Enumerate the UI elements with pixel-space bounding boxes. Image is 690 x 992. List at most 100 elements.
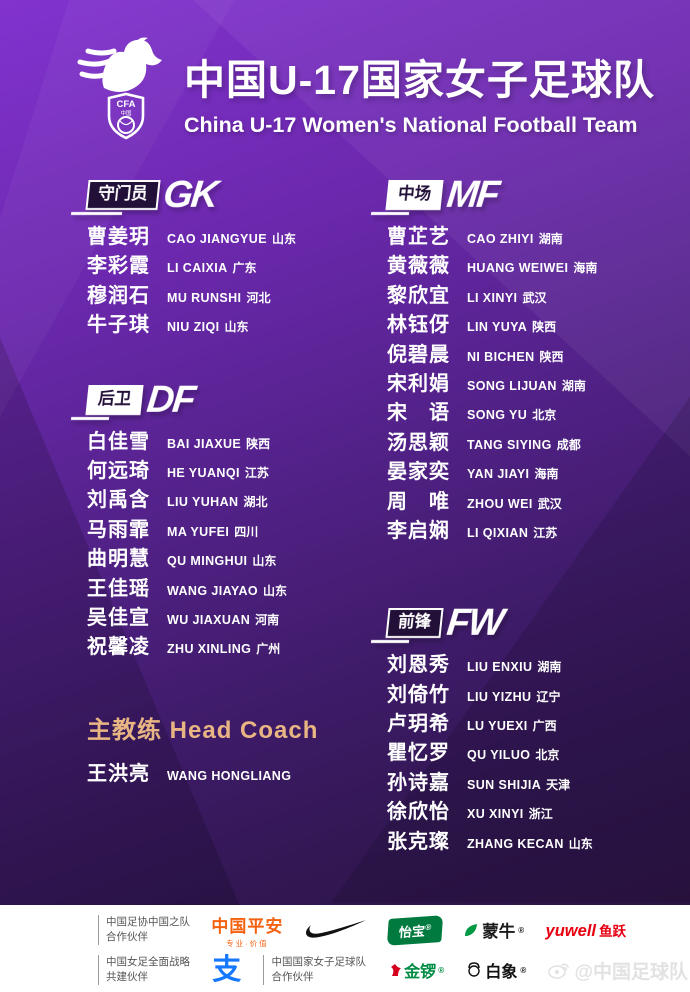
section-goalkeepers: 守门员 GK 曹姜玥 CAO JIANGYUE 山东 李彩霞 LI CAIXIA 广东 穆润… xyxy=(85,174,384,338)
player-row: 徐欣怡 XU XINYI 浙江 xyxy=(387,795,682,824)
player-list-fw: 刘恩秀 LIU ENXIU 湖南 刘倚竹 LIU YIZHU 辽宁 卢玥希 LU YUEXI 广… xyxy=(387,648,682,854)
alipay-logo: 支 xyxy=(212,953,242,986)
player-province: 浙江 xyxy=(528,807,553,822)
player-row: 穆润石 MU RUNSHI 河北 xyxy=(87,279,382,308)
player-name-cn: 孙诗嘉 xyxy=(387,771,450,794)
player-name-cn: 张克璨 xyxy=(387,830,450,853)
player-name-cn: 李启娴 xyxy=(387,519,450,542)
player-list-df: 白佳雪 BAI JIAXUE 陕西 何远琦 HE YUANQI 江苏 刘禹含 LIU YUHA… xyxy=(87,425,382,660)
player-name-cn: 黎欣宜 xyxy=(387,284,450,307)
player-row: 曲明慧 QU MINGHUI 山东 xyxy=(87,542,382,571)
player-province: 海南 xyxy=(534,467,559,482)
sponsor-footer: 中国足协中国之队 合作伙伴 中国平安 专业·价值 怡宝® 蒙牛 ® yuwell 鱼… xyxy=(0,905,690,992)
player-province: 山东 xyxy=(568,836,593,851)
player-name-cn: 周 唯 xyxy=(387,490,450,513)
player-name-pinyin: YAN JIAYI xyxy=(467,467,530,482)
coach-row: 王洪亮 WANG HONGLIANG xyxy=(87,757,382,786)
cestbon-logo-text: 怡宝 xyxy=(398,922,426,940)
shield-cn-text: 中国 xyxy=(120,109,132,117)
player-province: 山东 xyxy=(252,554,277,569)
player-name-cn: 倪碧晨 xyxy=(387,343,450,366)
cestbon-logo: 怡宝® xyxy=(386,914,444,946)
player-name-pinyin: XU XINYI xyxy=(467,807,524,822)
player-province: 陕西 xyxy=(246,436,271,451)
player-name-pinyin: TANG SIYING xyxy=(467,437,552,452)
player-name-pinyin: HE YUANQI xyxy=(167,465,240,480)
player-province: 武汉 xyxy=(522,290,547,305)
player-name-pinyin: LI CAIXIA xyxy=(167,261,228,276)
player-row: 牛子琪 NIU ZIQI 山东 xyxy=(87,308,382,337)
partner-label-national-womens-team: 中国国家女子足球队 合作伙伴 xyxy=(263,955,366,985)
player-name-cn: 汤思颖 xyxy=(387,431,450,454)
player-name-cn: 白佳雪 xyxy=(87,430,150,453)
player-row: 汤思颖 TANG SIYING 成都 xyxy=(387,426,682,455)
player-name-cn: 卢玥希 xyxy=(387,713,450,736)
player-name-pinyin: LI QIXIAN xyxy=(467,525,529,540)
player-row: 瞿忆罗 QU YILUO 北京 xyxy=(387,736,682,765)
section-forwards: 前锋 FW 刘恩秀 LIU ENXIU 湖南 刘倚竹 LIU YIZHU 辽宁 卢玥希 LU … xyxy=(385,602,682,854)
mengniu-logo-text: 蒙牛 xyxy=(482,923,516,941)
player-name-cn: 何远琦 xyxy=(87,459,150,482)
player-name-cn: 刘倚竹 xyxy=(387,683,450,706)
jinluo-icon xyxy=(391,963,402,976)
player-row: 马雨霏 MA YUFEI 四川 xyxy=(87,513,382,542)
player-row: 曹姜玥 CAO JIANGYUE 山东 xyxy=(87,220,382,249)
player-province: 山东 xyxy=(271,232,296,246)
player-row: 周 唯 ZHOU WEI 武汉 xyxy=(387,485,682,514)
player-province: 广西 xyxy=(532,719,557,734)
player-name-pinyin: QU MINGHUI xyxy=(167,554,248,569)
player-name-cn: 林钰伢 xyxy=(387,314,450,337)
player-row: 王佳瑶 WANG JIAYAO 山东 xyxy=(87,572,382,601)
player-name-pinyin: CAO ZHIYI xyxy=(467,232,534,246)
partner-label-line: 合作伙伴 xyxy=(271,971,314,983)
player-province: 陕西 xyxy=(532,320,557,335)
section-label-cn: 前锋 xyxy=(385,608,444,639)
player-name-pinyin: LIU ENXIU xyxy=(467,660,533,675)
section-badge-mf: 中场 MF xyxy=(385,174,684,216)
coach-name-pinyin: WANG HONGLIANG xyxy=(167,768,292,783)
player-row: 晏家奕 YAN JIAYI 海南 xyxy=(387,455,682,484)
player-name-cn: 刘恩秀 xyxy=(387,654,450,677)
yuwell-logo: yuwell 鱼跃 xyxy=(546,920,626,941)
player-province: 北京 xyxy=(532,408,557,423)
player-name-cn: 徐欣怡 xyxy=(387,801,450,824)
player-name-cn: 穆润石 xyxy=(87,284,150,307)
player-row: 曹芷艺 CAO ZHIYI 湖南 xyxy=(387,220,682,249)
player-province: 江苏 xyxy=(244,465,269,480)
page-title-cn: 中国U-17国家女子足球队 xyxy=(184,57,655,103)
player-name-cn: 曹姜玥 xyxy=(87,226,150,248)
player-row: 刘恩秀 LIU ENXIU 湖南 xyxy=(387,648,682,677)
section-badge-gk: 守门员 GK xyxy=(85,174,384,216)
player-name-pinyin: BAI JIAXUE xyxy=(167,436,242,451)
player-name-cn: 晏家奕 xyxy=(387,461,450,484)
player-name-pinyin: SUN SHIJIA xyxy=(467,777,542,792)
player-province: 海南 xyxy=(573,261,598,276)
player-row: 黄薇薇 HUANG WEIWEI 海南 xyxy=(387,249,682,278)
player-province: 成都 xyxy=(556,437,581,452)
pingan-logo: 中国平安 专业·价值 xyxy=(211,912,283,949)
player-name-pinyin: HUANG WEIWEI xyxy=(467,261,569,276)
partner-label-line: 合作伙伴 xyxy=(106,931,148,943)
partner-label-line: 中国足协中国之队 xyxy=(106,916,190,929)
player-province: 广东 xyxy=(232,261,257,276)
player-name-cn: 王佳瑶 xyxy=(87,577,150,600)
player-row: 李启娴 LI QIXIAN 江苏 xyxy=(387,514,682,543)
player-province: 湖北 xyxy=(243,495,268,510)
player-name-pinyin: WU JIAXUAN xyxy=(167,612,251,627)
player-name-pinyin: NIU ZIQI xyxy=(167,320,220,335)
player-province: 湖南 xyxy=(561,378,586,393)
baixiang-logo: 白象 ® xyxy=(466,958,526,982)
section-label-en: MF xyxy=(444,174,501,216)
player-province: 江苏 xyxy=(533,525,558,540)
shield-cfa-text: CFA xyxy=(117,99,136,110)
player-province: 河北 xyxy=(246,290,271,305)
player-row: 吴佳宣 WU JIAXUAN 河南 xyxy=(87,601,382,630)
player-name-cn: 宋利娟 xyxy=(387,372,450,395)
player-row: 张克璨 ZHANG KECAN 山东 xyxy=(387,825,682,854)
baixiang-chef-icon xyxy=(468,962,481,977)
player-name-pinyin: SONG LIJUAN xyxy=(467,378,557,393)
yuwell-logo-text: yuwell xyxy=(545,921,596,940)
player-name-pinyin: MA YUFEI xyxy=(167,524,230,539)
player-province: 陕西 xyxy=(539,349,564,364)
player-name-cn: 瞿忆罗 xyxy=(387,742,450,765)
